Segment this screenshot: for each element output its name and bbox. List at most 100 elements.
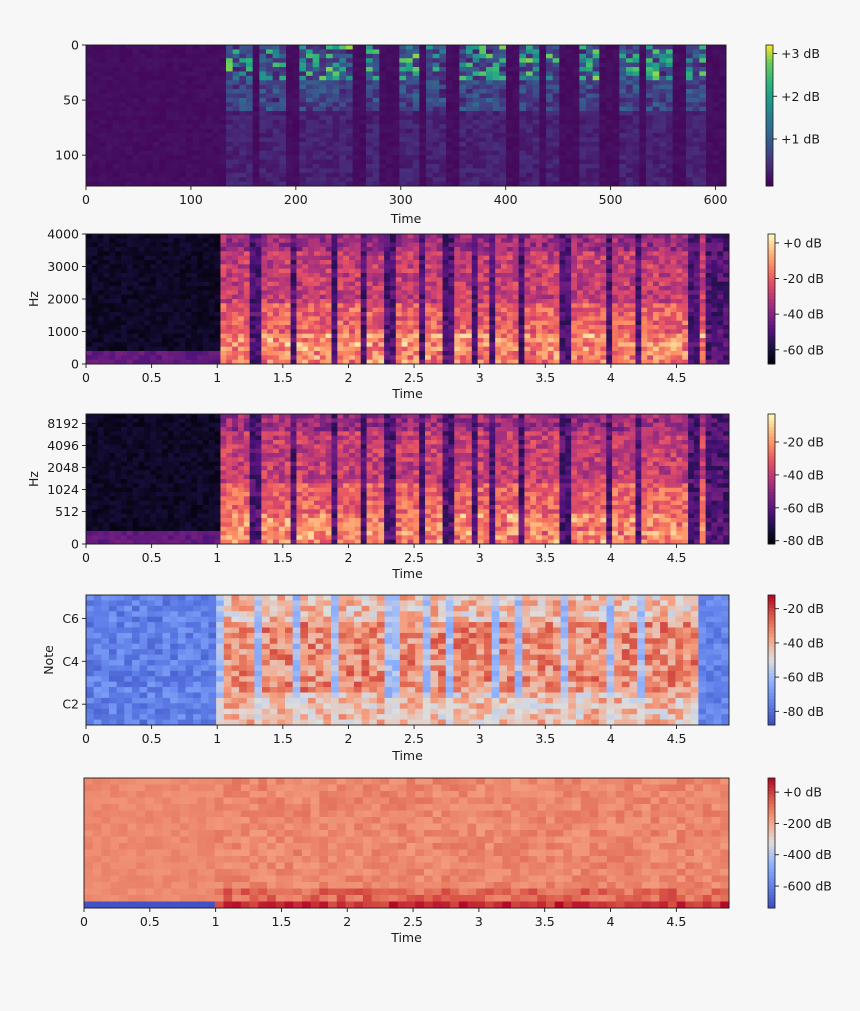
- heatmap-cell: [191, 342, 197, 347]
- heatmap-cell: [355, 290, 361, 295]
- heatmap-cell: [266, 102, 273, 107]
- heatmap-cell: [443, 247, 449, 252]
- heatmap-cell: [232, 251, 238, 256]
- heatmap-cell: [179, 120, 186, 125]
- heatmap-cell: [619, 49, 626, 54]
- heatmap-cell: [706, 146, 713, 151]
- heatmap-cell: [127, 290, 133, 295]
- heatmap-cell: [579, 138, 586, 143]
- heatmap-cell: [99, 173, 106, 178]
- heatmap-cell: [279, 45, 286, 50]
- heatmap-cell: [559, 80, 566, 85]
- heatmap-cell: [279, 58, 286, 63]
- heatmap-cell: [686, 98, 693, 103]
- heatmap-cell: [86, 247, 92, 252]
- heatmap-cell: [437, 325, 443, 330]
- heatmap-cell: [193, 58, 200, 63]
- heatmap-cell: [104, 316, 110, 321]
- heatmap-cell: [180, 351, 186, 356]
- heatmap-cell: [279, 312, 285, 317]
- heatmap-cell: [139, 334, 145, 339]
- heatmap-cell: [226, 168, 233, 173]
- heatmap-cell: [186, 98, 193, 103]
- heatmap-cell: [93, 58, 100, 63]
- heatmap-cell: [473, 168, 480, 173]
- heatmap-cell: [526, 89, 533, 94]
- heatmap-cell: [679, 58, 686, 63]
- heatmap-cell: [296, 347, 302, 352]
- heatmap-cell: [673, 63, 680, 68]
- heatmap-cell: [446, 111, 453, 116]
- heatmap-cell: [355, 342, 361, 347]
- heatmap-cell: [106, 151, 113, 156]
- heatmap-cell: [98, 355, 104, 360]
- heatmap-cell: [314, 342, 320, 347]
- heatmap-cell: [343, 308, 349, 313]
- heatmap-cell: [273, 93, 280, 98]
- heatmap-cell: [346, 71, 353, 76]
- heatmap-cell: [367, 260, 373, 265]
- heatmap-cell: [384, 347, 390, 352]
- heatmap-cell: [633, 124, 640, 129]
- heatmap-cell: [349, 334, 355, 339]
- heatmap-cell: [586, 146, 593, 151]
- heatmap-cell: [566, 124, 573, 129]
- heatmap-cell: [179, 142, 186, 147]
- heatmap-cell: [533, 155, 540, 160]
- heatmap-cell: [559, 63, 566, 68]
- heatmap-cell: [526, 173, 533, 178]
- heatmap-cell: [109, 238, 115, 243]
- heatmap-cell: [361, 290, 367, 295]
- heatmap-cell: [699, 58, 706, 63]
- heatmap-cell: [337, 355, 343, 360]
- heatmap-cell: [99, 151, 106, 156]
- heatmap-cell: [296, 312, 302, 317]
- heatmap-cell: [359, 146, 366, 151]
- heatmap-cell: [706, 63, 713, 68]
- heatmap-cell: [293, 102, 300, 107]
- heatmap-cell: [166, 85, 173, 90]
- heatmap-cell: [402, 325, 408, 330]
- heatmap-cell: [439, 54, 446, 59]
- heatmap-cell: [699, 85, 706, 90]
- heatmap-cell: [425, 247, 431, 252]
- heatmap-cell: [526, 45, 533, 50]
- heatmap-cell: [326, 111, 333, 116]
- heatmap-cell: [333, 129, 340, 134]
- heatmap-cell: [413, 116, 420, 121]
- heatmap-cell: [343, 282, 349, 287]
- heatmap-cell: [109, 321, 115, 326]
- heatmap-cell: [425, 286, 431, 291]
- heatmap-cell: [313, 63, 320, 68]
- heatmap-cell: [372, 295, 378, 300]
- heatmap-cell: [279, 160, 286, 165]
- heatmap-cell: [326, 312, 332, 317]
- heatmap-cell: [679, 177, 686, 182]
- heatmap-cell: [413, 321, 419, 326]
- heatmap-cell: [402, 277, 408, 282]
- heatmap-cell: [256, 264, 262, 269]
- heatmap-cell: [244, 295, 250, 300]
- heatmap-cell: [299, 71, 306, 76]
- heatmap-cell: [86, 238, 92, 243]
- heatmap-cell: [203, 329, 209, 334]
- heatmap-cell: [86, 98, 93, 103]
- heatmap-cell: [633, 93, 640, 98]
- heatmap-cell: [539, 49, 546, 54]
- heatmap-cell: [92, 303, 98, 308]
- heatmap-cell: [499, 111, 506, 116]
- heatmap-cell: [396, 269, 402, 274]
- heatmap-cell: [209, 342, 215, 347]
- heatmap-cell: [390, 256, 396, 261]
- heatmap-cell: [113, 49, 120, 54]
- heatmap-cell: [359, 168, 366, 173]
- heatmap-cell: [213, 168, 220, 173]
- heatmap-cell: [306, 151, 313, 156]
- heatmap-cell: [98, 325, 104, 330]
- heatmap-cell: [156, 264, 162, 269]
- heatmap-cell: [343, 260, 349, 265]
- heatmap-cell: [679, 45, 686, 50]
- heatmap-cell: [413, 316, 419, 321]
- heatmap-cell: [215, 290, 221, 295]
- heatmap-cell: [353, 151, 360, 156]
